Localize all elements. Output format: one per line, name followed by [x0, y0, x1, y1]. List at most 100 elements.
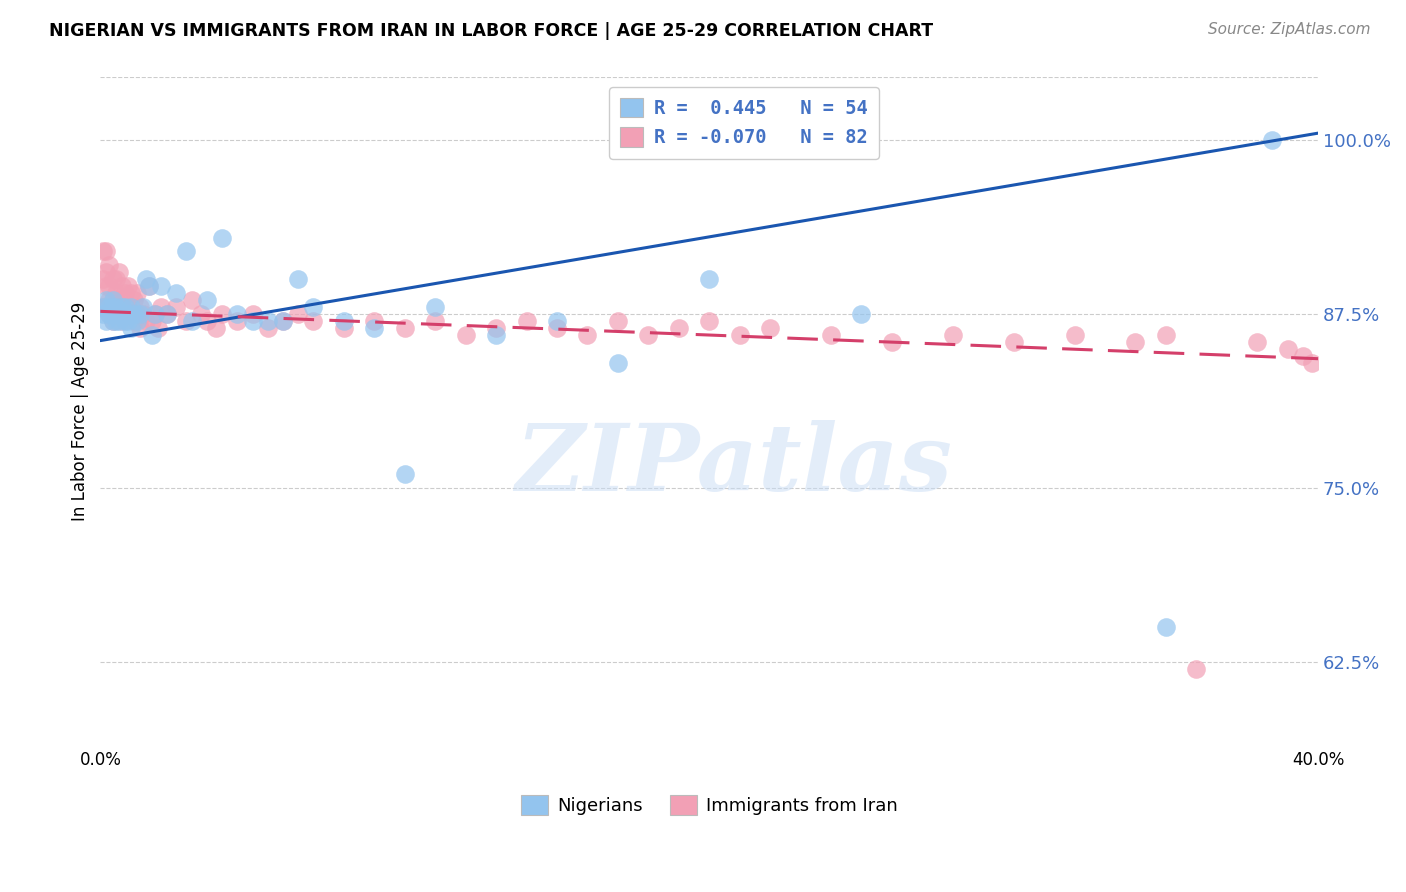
Immigrants from Iran	[150, 300, 173, 314]
Nigerians	[104, 314, 127, 328]
Immigrants from Iran	[122, 314, 145, 328]
Nigerians	[132, 300, 155, 314]
Immigrants from Iran	[117, 300, 139, 314]
Immigrants from Iran	[454, 328, 477, 343]
Immigrants from Iran	[546, 321, 568, 335]
Nigerians	[98, 300, 121, 314]
Nigerians	[485, 328, 508, 343]
Nigerians	[114, 300, 136, 314]
Immigrants from Iran	[516, 314, 538, 328]
Immigrants from Iran	[98, 293, 121, 308]
Immigrants from Iran	[129, 300, 152, 314]
Nigerians	[302, 300, 325, 314]
Nigerians	[150, 279, 173, 293]
Text: NIGERIAN VS IMMIGRANTS FROM IRAN IN LABOR FORCE | AGE 25-29 CORRELATION CHART: NIGERIAN VS IMMIGRANTS FROM IRAN IN LABO…	[49, 22, 934, 40]
Immigrants from Iran	[576, 328, 599, 343]
Immigrants from Iran	[138, 279, 160, 293]
Immigrants from Iran	[425, 314, 447, 328]
Immigrants from Iran	[98, 259, 121, 273]
Nigerians	[156, 307, 179, 321]
Immigrants from Iran	[302, 314, 325, 328]
Nigerians	[96, 293, 118, 308]
Immigrants from Iran	[98, 307, 121, 321]
Immigrants from Iran	[111, 300, 134, 314]
Immigrants from Iran	[101, 293, 124, 308]
Nigerians	[93, 300, 115, 314]
Immigrants from Iran	[96, 279, 118, 293]
Immigrants from Iran	[120, 307, 142, 321]
Immigrants from Iran	[1185, 662, 1208, 676]
Nigerians	[120, 300, 142, 314]
Immigrants from Iran	[606, 314, 628, 328]
Immigrants from Iran	[93, 244, 115, 259]
Text: Source: ZipAtlas.com: Source: ZipAtlas.com	[1208, 22, 1371, 37]
Y-axis label: In Labor Force | Age 25-29: In Labor Force | Age 25-29	[72, 302, 89, 521]
Nigerians	[256, 314, 278, 328]
Immigrants from Iran	[96, 265, 118, 279]
Nigerians	[242, 314, 264, 328]
Immigrants from Iran	[942, 328, 965, 343]
Immigrants from Iran	[148, 321, 170, 335]
Immigrants from Iran	[104, 286, 127, 301]
Immigrants from Iran	[143, 307, 166, 321]
Nigerians	[114, 314, 136, 328]
Nigerians	[211, 230, 233, 244]
Nigerians	[117, 307, 139, 321]
Immigrants from Iran	[226, 314, 249, 328]
Nigerians	[96, 314, 118, 328]
Nigerians	[101, 314, 124, 328]
Nigerians	[117, 314, 139, 328]
Nigerians	[111, 300, 134, 314]
Immigrants from Iran	[135, 314, 157, 328]
Immigrants from Iran	[111, 279, 134, 293]
Nigerians	[138, 279, 160, 293]
Immigrants from Iran	[125, 286, 148, 301]
Immigrants from Iran	[637, 328, 659, 343]
Nigerians	[129, 307, 152, 321]
Immigrants from Iran	[141, 314, 163, 328]
Immigrants from Iran	[256, 321, 278, 335]
Nigerians	[546, 314, 568, 328]
Nigerians	[174, 244, 197, 259]
Immigrants from Iran	[96, 244, 118, 259]
Nigerians	[226, 307, 249, 321]
Immigrants from Iran	[363, 314, 385, 328]
Immigrants from Iran	[101, 314, 124, 328]
Immigrants from Iran	[1301, 356, 1323, 370]
Immigrants from Iran	[880, 334, 903, 349]
Nigerians	[1261, 133, 1284, 147]
Immigrants from Iran	[132, 307, 155, 321]
Immigrants from Iran	[1246, 334, 1268, 349]
Nigerians	[851, 307, 873, 321]
Immigrants from Iran	[485, 321, 508, 335]
Immigrants from Iran	[180, 293, 202, 308]
Immigrants from Iran	[728, 328, 751, 343]
Nigerians	[107, 307, 129, 321]
Immigrants from Iran	[1292, 349, 1315, 363]
Nigerians	[101, 293, 124, 308]
Immigrants from Iran	[287, 307, 309, 321]
Immigrants from Iran	[122, 293, 145, 308]
Nigerians	[363, 321, 385, 335]
Nigerians	[166, 286, 188, 301]
Immigrants from Iran	[98, 279, 121, 293]
Immigrants from Iran	[190, 307, 212, 321]
Nigerians	[333, 314, 356, 328]
Immigrants from Iran	[101, 272, 124, 286]
Immigrants from Iran	[205, 321, 228, 335]
Nigerians	[104, 300, 127, 314]
Immigrants from Iran	[129, 321, 152, 335]
Nigerians	[122, 307, 145, 321]
Immigrants from Iran	[1277, 342, 1299, 356]
Immigrants from Iran	[1154, 328, 1177, 343]
Immigrants from Iran	[107, 265, 129, 279]
Immigrants from Iran	[394, 321, 416, 335]
Immigrants from Iran	[114, 286, 136, 301]
Immigrants from Iran	[93, 300, 115, 314]
Nigerians	[98, 307, 121, 321]
Nigerians	[271, 314, 294, 328]
Legend: Nigerians, Immigrants from Iran: Nigerians, Immigrants from Iran	[513, 789, 905, 822]
Nigerians	[101, 300, 124, 314]
Nigerians	[93, 307, 115, 321]
Nigerians	[141, 328, 163, 343]
